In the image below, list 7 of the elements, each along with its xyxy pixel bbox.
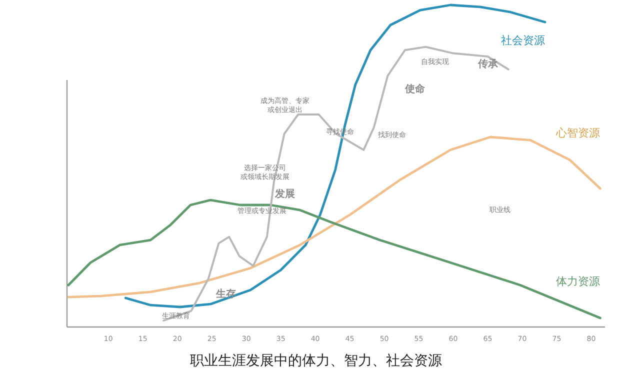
- series-label: 体力资源: [556, 274, 600, 288]
- series-label: 心智资源: [555, 126, 600, 140]
- annotation: 传承: [477, 58, 499, 70]
- series-label: 社会资源: [500, 34, 545, 48]
- annotation: 使命: [404, 83, 426, 95]
- annotation: 发展: [274, 188, 295, 200]
- text: 职业生涯发展中的体力、智力、社会资源: [190, 353, 442, 369]
